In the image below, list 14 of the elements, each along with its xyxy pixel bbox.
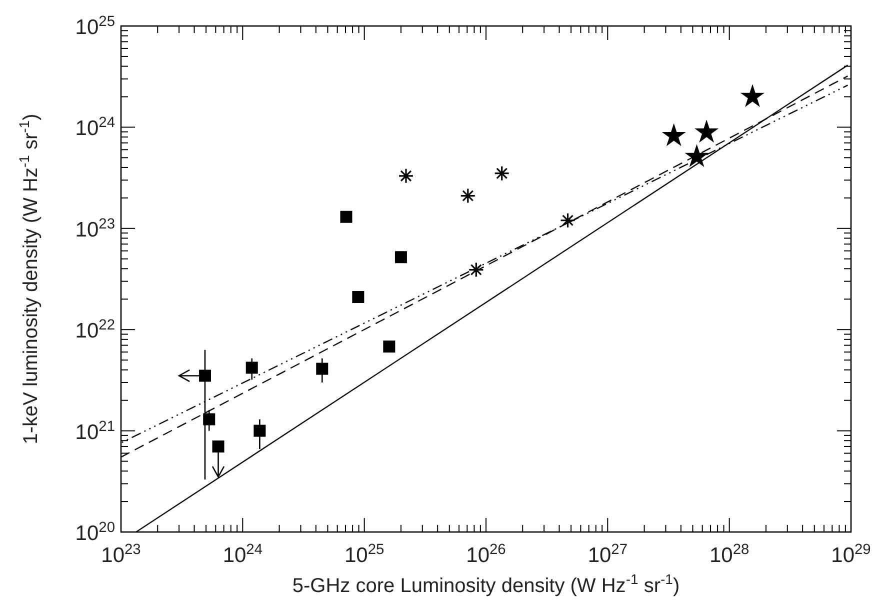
y-tick-label: 10$^{21}$ [75,418,115,444]
x-tick-label: 10$^{27}$ [588,542,628,567]
y-tick-label: 10$^{20}$ [75,520,115,545]
x-tick-label: 10$^{28}$ [709,542,750,567]
y-tick-label: 10$^{25}$ [75,14,115,39]
x-tick-label: 10$^{23}$ [101,542,141,567]
x-tick-label: 10$^{29}$ [831,542,871,567]
y-tick-label: 10$^{24}$ [75,115,115,140]
x-tick-label: 10$^{24}$ [222,542,263,567]
x-axis-title: 5-GHz core Luminosity density (W Hz$^{-1}$ sr$^{-1}$) [292,571,680,597]
x-tick-label: 10$^{26}$ [466,542,506,567]
y-tick-label: 10$^{23}$ [75,216,115,242]
x-tick-label: 10$^{25}$ [344,542,384,567]
y-tick-label: 10$^{22}$ [75,318,115,343]
